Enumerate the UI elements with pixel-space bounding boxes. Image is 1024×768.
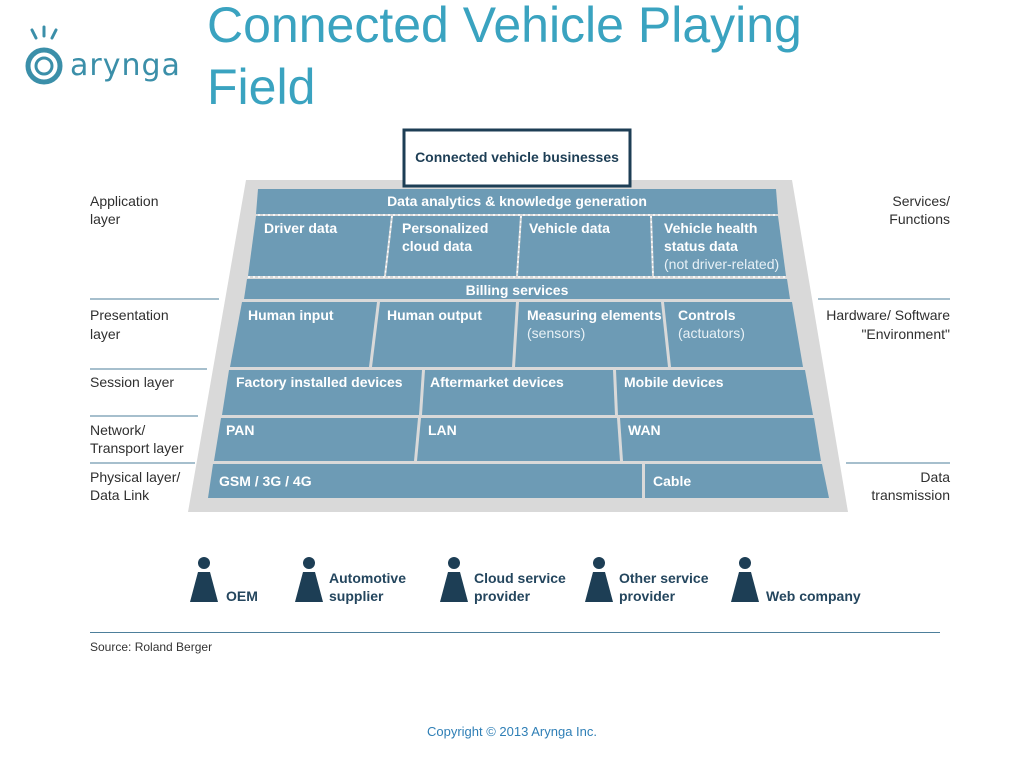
- cell-personalized-cloud-data: [386, 216, 520, 276]
- person-icon: [731, 557, 759, 602]
- cell-mobile-label: Mobile devices: [624, 374, 724, 390]
- cell-mobile-devices: [616, 370, 813, 415]
- right-label-data-1: Data: [920, 469, 950, 485]
- cell-analytics: [256, 189, 778, 214]
- page-title-line1: Connected Vehicle Playing: [207, 0, 802, 53]
- right-label-hardware-1: Hardware/ Software: [826, 307, 950, 323]
- cell-billing-label: Billing services: [466, 282, 569, 298]
- cell-analytics-label: Data analytics & knowledge generation: [387, 193, 647, 209]
- person-icon: [440, 557, 468, 602]
- cell-vehicle-health-label-2: status data: [664, 238, 738, 254]
- left-label-presentation-1: Presentation: [90, 307, 169, 323]
- cell-factory-label: Factory installed devices: [236, 374, 403, 390]
- player-cloud-service-provider: Cloud service provider: [438, 556, 578, 606]
- player-oem-label: OEM: [226, 588, 258, 604]
- cell-human-output: [372, 302, 516, 367]
- left-label-session: Session layer: [90, 374, 174, 390]
- person-icon: [585, 557, 613, 602]
- cell-vehicle-health: [652, 216, 786, 276]
- right-label-services-1: Services/: [892, 193, 950, 209]
- cell-factory-installed: [222, 370, 422, 415]
- logo-text: arynga: [70, 48, 181, 83]
- cell-vehicle-health-label-3: (not driver-related): [664, 256, 779, 272]
- cell-aftermarket-label: Aftermarket devices: [430, 374, 564, 390]
- left-label-physical-2: Data Link: [90, 487, 150, 503]
- cell-gsm-label: GSM / 3G / 4G: [219, 473, 312, 489]
- cell-cable-label: Cable: [653, 473, 691, 489]
- cell-aftermarket: [422, 370, 615, 415]
- page-title-line2: Field: [207, 59, 316, 115]
- cell-human-output-label: Human output: [387, 307, 482, 323]
- player-web-label: Web company: [766, 588, 861, 604]
- left-label-presentation-2: layer: [90, 326, 121, 342]
- left-label-application-1: Application: [90, 193, 159, 209]
- cell-billing: [244, 279, 790, 299]
- player-cloud-label-1: Cloud service: [474, 570, 566, 586]
- copyright-footer: Copyright © 2013 Arynga Inc.: [426, 724, 597, 739]
- cell-vehicle-data: [518, 216, 652, 276]
- cell-driver-data-label: Driver data: [264, 220, 337, 236]
- right-label-data-2: transmission: [871, 487, 950, 503]
- cell-wan-label: WAN: [628, 422, 661, 438]
- cell-vehicle-health-label-1: Vehicle health: [664, 220, 757, 236]
- right-label-hardware-2: "Environment": [861, 326, 950, 342]
- left-label-application-2: layer: [90, 211, 121, 227]
- arynga-logo-icon: [25, 25, 63, 85]
- person-icon: [295, 557, 323, 602]
- player-other-service-provider: Other service provider: [583, 556, 723, 606]
- player-web-company: Web company: [729, 556, 869, 606]
- source-divider: [90, 632, 940, 633]
- cell-measuring-elements: [515, 302, 668, 367]
- cell-personalized-label-2: cloud data: [402, 238, 472, 254]
- cell-controls-label-1: Controls: [678, 307, 736, 323]
- cell-human-input-label: Human input: [248, 307, 334, 323]
- cell-measuring-label-1: Measuring elements: [527, 307, 662, 323]
- cell-controls: [664, 302, 803, 367]
- person-icon: [190, 557, 218, 602]
- cell-driver-data: [248, 216, 391, 276]
- cell-lan: [417, 418, 620, 461]
- player-cloud-label-2: provider: [474, 588, 531, 604]
- player-other-label-2: provider: [619, 588, 676, 604]
- cell-vehicle-data-label: Vehicle data: [529, 220, 610, 236]
- player-oem: OEM: [188, 556, 308, 606]
- page-title: Connected Vehicle Playing Field: [207, 0, 987, 118]
- cell-human-input: [230, 302, 377, 367]
- left-label-physical-1: Physical layer/: [90, 469, 180, 485]
- header-box-label: Connected vehicle businesses: [415, 149, 619, 165]
- player-automotive-label-1: Automotive: [329, 570, 406, 586]
- cell-pan-label: PAN: [226, 422, 255, 438]
- header-box: [402, 128, 632, 188]
- cell-wan: [620, 418, 821, 461]
- player-automotive-supplier: Automotive supplier: [293, 556, 433, 606]
- cell-pan: [214, 418, 418, 461]
- cell-gsm: [208, 464, 642, 498]
- cell-lan-label: LAN: [428, 422, 457, 438]
- left-label-network-1: Network/: [90, 422, 145, 438]
- cell-controls-label-2: (actuators): [678, 325, 745, 341]
- source-note: Source: Roland Berger: [90, 640, 213, 654]
- right-label-services-2: Functions: [889, 211, 950, 227]
- left-label-network-2: Transport layer: [90, 440, 184, 456]
- cell-personalized-label-1: Personalized: [402, 220, 488, 236]
- player-automotive-label-2: supplier: [329, 588, 384, 604]
- player-other-label-1: Other service: [619, 570, 709, 586]
- cell-cable: [645, 464, 829, 498]
- cell-measuring-label-2: (sensors): [527, 325, 585, 341]
